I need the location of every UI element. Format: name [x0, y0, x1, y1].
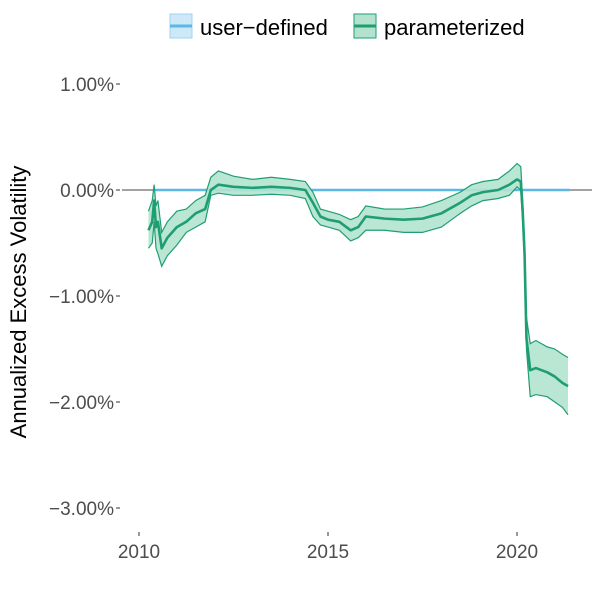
- plot-area: [122, 162, 592, 416]
- x-tick-label: 2020: [496, 542, 538, 563]
- y-tick-label: 0.00%: [60, 181, 114, 202]
- y-axis: 1.00% 0.00% −1.00% −2.00% −3.00%: [49, 75, 120, 520]
- y-tick-label: −1.00%: [49, 287, 114, 308]
- x-tick-label: 2015: [307, 542, 349, 563]
- x-axis: 2010 2015 2020: [118, 532, 538, 563]
- y-tick-label: 1.00%: [60, 75, 114, 96]
- y-axis-label: Annualized Excess Volatility: [6, 166, 31, 439]
- series-parameterized: [147, 162, 569, 416]
- y-tick-label: −3.00%: [49, 499, 114, 520]
- legend: user−defined parameterized: [169, 13, 525, 40]
- series-line-parameterized: [147, 178, 569, 388]
- confidence-band-parameterized: [148, 163, 569, 415]
- legend-label-parameterized: parameterized: [384, 15, 525, 40]
- y-tick-label: −2.00%: [49, 393, 114, 414]
- legend-label-user-defined: user−defined: [200, 15, 328, 40]
- x-tick-label: 2010: [118, 542, 160, 563]
- legend-item-user-defined[interactable]: user−defined: [169, 13, 328, 40]
- legend-item-parameterized[interactable]: parameterized: [353, 13, 525, 40]
